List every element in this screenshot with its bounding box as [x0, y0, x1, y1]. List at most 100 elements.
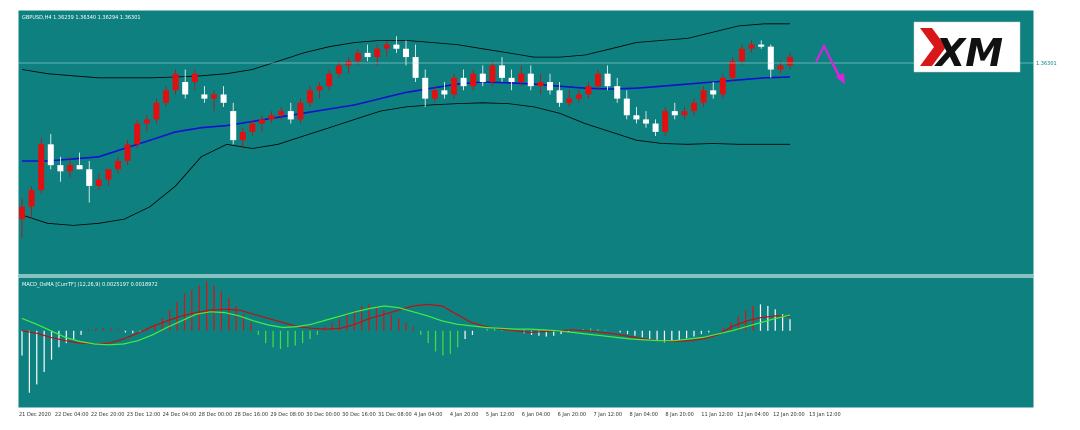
candle-body — [547, 82, 553, 91]
candle-body — [153, 102, 160, 120]
time-tick-label: 12 Jan 04:00 — [737, 412, 769, 418]
price-tick-label: 1.32700 — [1039, 217, 1060, 223]
current-price-label: 1.36301 — [1036, 61, 1057, 67]
candle-body — [710, 90, 717, 95]
candle-body — [297, 102, 304, 120]
time-tick-label: 24 Dec 04:00 — [163, 412, 197, 418]
time-tick-label: 13 Jan 12:00 — [809, 412, 841, 418]
candle-body — [47, 144, 54, 166]
macd-signal-green-line — [21, 305, 791, 346]
time-tick-label: 8 Jan 04:00 — [629, 412, 657, 418]
time-tick-label: 7 Jan 12:00 — [594, 412, 622, 418]
candle-body — [719, 77, 726, 95]
candle-body — [470, 73, 477, 87]
candle-body — [652, 123, 659, 132]
time-tick-label: 29 Dec 08:00 — [270, 412, 304, 418]
xm-logo: XM — [913, 21, 1021, 75]
candle-body — [431, 90, 438, 99]
candle-body — [326, 73, 333, 87]
candle-body — [604, 73, 611, 87]
price-tick-label: 1.37100 — [1039, 34, 1060, 40]
candle-body — [479, 73, 486, 82]
candle-body — [76, 165, 83, 170]
macd-tick-label: 0.005910 — [1039, 280, 1063, 286]
candle-body — [691, 102, 697, 112]
candle-body — [355, 52, 361, 62]
candle-body — [115, 160, 121, 170]
candle-body — [335, 65, 342, 74]
price-tick-label: 1.34020 — [1039, 162, 1060, 168]
macd-tick-label: 0.00 — [1039, 329, 1050, 335]
macd-tick-label: -0.008873 — [1039, 402, 1065, 408]
forecast-path — [815, 43, 834, 65]
time-tick-label: 23 Dec 12:00 — [127, 412, 161, 418]
time-tick-label: 30 Dec 00:00 — [306, 412, 340, 418]
candle-body — [249, 123, 256, 132]
time-tick-label: 4 Jan 20:00 — [450, 412, 478, 418]
price-tick-label: 1.35780 — [1039, 89, 1060, 95]
candle-body — [67, 165, 73, 172]
candle-body — [508, 77, 515, 82]
candles — [19, 36, 793, 238]
price-tick-label: 1.33580 — [1039, 181, 1060, 187]
candle-body — [633, 115, 640, 120]
price-tick-label: 1.34900 — [1039, 126, 1060, 132]
candle-body — [163, 90, 169, 103]
bollinger-upper-line — [21, 23, 790, 79]
time-tick-label: 22 Dec 20:00 — [91, 412, 125, 418]
candle-body — [441, 90, 448, 95]
candle-body — [86, 169, 93, 186]
candle-body — [700, 90, 707, 103]
price-tick-label: 1.33140 — [1039, 199, 1060, 205]
time-tick-label: 21 Dec 2020 — [19, 412, 51, 418]
candle-body — [623, 98, 630, 116]
candle-body — [383, 44, 390, 49]
candle-body — [268, 115, 275, 120]
candle-body — [739, 48, 745, 62]
time-tick-label: 5 Jan 12:00 — [486, 412, 514, 418]
candle-body — [211, 94, 217, 99]
ma-line — [22, 76, 791, 162]
time-tick-label: 8 Jan 20:00 — [665, 412, 693, 418]
candle-body — [412, 57, 419, 78]
candle-body — [614, 86, 621, 99]
candle-body — [124, 144, 131, 161]
candle-body — [307, 90, 313, 103]
bollinger-bands — [21, 23, 790, 226]
price-tick-label: 1.31820 — [1039, 254, 1060, 260]
bollinger-lower-line — [21, 102, 790, 226]
price-tick-label: 1.34460 — [1039, 144, 1060, 150]
candle-body — [19, 206, 25, 220]
candle-body — [748, 44, 755, 49]
candle-body — [595, 73, 601, 87]
time-tick-label: 12 Jan 20:00 — [773, 412, 805, 418]
candle-body — [758, 44, 765, 47]
time-tick-label: 28 Dec 16:00 — [234, 412, 268, 418]
candle-body — [191, 73, 198, 82]
candle-body — [767, 46, 774, 70]
time-tick-label: 31 Dec 08:00 — [378, 412, 412, 418]
price-axis: 1.37540 1.37100 1.36660 1.36220 1.35780 1.353… — [1034, 16, 1060, 278]
price-tick-label: 1.35340 — [1039, 107, 1060, 113]
macd-signals — [21, 303, 791, 346]
candle-body — [403, 48, 409, 58]
candle-body — [681, 111, 688, 116]
candle-body — [95, 179, 102, 186]
main-panel — [17, 9, 1035, 276]
candle-body — [220, 94, 227, 103]
price-tick-label: 1.32260 — [1039, 235, 1060, 241]
candle-body — [489, 65, 496, 82]
candle-body — [259, 119, 265, 124]
time-tick-label: 22 Dec 04:00 — [55, 412, 89, 418]
time-tick-label: 11 Jan 12:00 — [701, 412, 733, 418]
candle-body — [230, 111, 237, 141]
candle-body — [105, 169, 112, 180]
candle-body — [671, 111, 678, 116]
time-tick-label: 6 Jan 04:00 — [522, 412, 550, 418]
candle-body — [422, 77, 429, 99]
candle-body — [777, 65, 784, 70]
candle-body — [239, 131, 246, 141]
candle-body — [451, 77, 457, 95]
